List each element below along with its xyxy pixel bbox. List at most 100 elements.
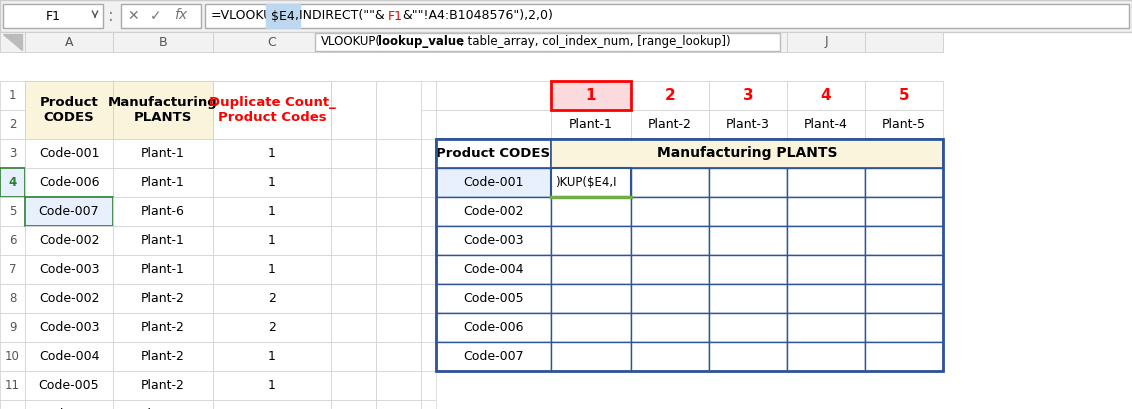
- Bar: [421, 197, 436, 226]
- Text: 2: 2: [664, 88, 676, 103]
- Text: ✕: ✕: [127, 9, 139, 23]
- Text: VLOOKUP(: VLOOKUP(: [321, 36, 381, 49]
- Bar: [551, 342, 631, 371]
- Bar: [376, 32, 421, 52]
- Bar: [376, 371, 421, 400]
- Text: Code-007: Code-007: [463, 350, 524, 363]
- Text: 4: 4: [8, 176, 17, 189]
- Text: Product
CODES: Product CODES: [40, 96, 98, 124]
- Text: 2: 2: [268, 292, 276, 305]
- Bar: [25, 139, 113, 168]
- Text: 11: 11: [5, 379, 20, 392]
- Text: 4: 4: [821, 88, 831, 103]
- Text: Code-005: Code-005: [463, 292, 524, 305]
- Bar: [865, 197, 943, 226]
- Bar: [376, 197, 421, 226]
- Text: 12: 12: [5, 408, 20, 409]
- Bar: [3, 4, 103, 28]
- Bar: [331, 284, 376, 313]
- Bar: [709, 255, 787, 284]
- Bar: [376, 81, 421, 139]
- Text: 2: 2: [268, 321, 276, 334]
- Bar: [421, 342, 436, 371]
- Bar: [631, 313, 709, 342]
- Bar: [113, 371, 213, 400]
- Text: B: B: [158, 36, 168, 49]
- Bar: [631, 168, 709, 197]
- Text: Duplicate Count_
Product Codes: Duplicate Count_ Product Codes: [208, 96, 335, 124]
- Bar: [25, 284, 113, 313]
- Bar: [709, 81, 787, 110]
- Bar: [113, 255, 213, 284]
- Bar: [787, 168, 865, 197]
- Bar: [0, 371, 25, 400]
- Text: Code-002: Code-002: [38, 292, 100, 305]
- Bar: [331, 32, 376, 52]
- Text: , table_array, col_index_num, [range_lookup]): , table_array, col_index_num, [range_loo…: [460, 36, 730, 49]
- Bar: [421, 371, 436, 400]
- Bar: [331, 139, 376, 168]
- Text: Plant-5: Plant-5: [882, 118, 926, 131]
- Text: Code-002: Code-002: [463, 205, 524, 218]
- Text: F1: F1: [388, 9, 403, 22]
- Text: :: :: [109, 7, 114, 25]
- Text: Plant-2: Plant-2: [142, 379, 185, 392]
- Bar: [0, 81, 25, 110]
- Bar: [213, 226, 331, 255]
- Text: 2: 2: [268, 408, 276, 409]
- Bar: [121, 4, 201, 28]
- Text: Code-003: Code-003: [463, 234, 524, 247]
- Bar: [551, 255, 631, 284]
- Bar: [113, 226, 213, 255]
- Text: Code-006: Code-006: [38, 176, 100, 189]
- Bar: [631, 197, 709, 226]
- Bar: [787, 197, 865, 226]
- Bar: [331, 197, 376, 226]
- Bar: [709, 168, 787, 197]
- Bar: [865, 284, 943, 313]
- Bar: [25, 342, 113, 371]
- Text: 5: 5: [899, 88, 909, 103]
- Bar: [213, 81, 331, 139]
- Bar: [436, 284, 551, 313]
- Text: 3: 3: [743, 88, 753, 103]
- Bar: [551, 197, 631, 226]
- Text: Code-004: Code-004: [463, 263, 524, 276]
- Text: )KUP($E4,I: )KUP($E4,I: [555, 176, 617, 189]
- Bar: [376, 313, 421, 342]
- Bar: [787, 32, 865, 52]
- Bar: [25, 81, 113, 139]
- Polygon shape: [3, 34, 22, 50]
- Bar: [436, 168, 551, 197]
- Text: C: C: [267, 36, 276, 49]
- Text: fx: fx: [174, 8, 188, 22]
- Bar: [421, 284, 436, 313]
- Bar: [213, 197, 331, 226]
- Bar: [709, 342, 787, 371]
- Bar: [709, 32, 787, 52]
- Bar: [421, 168, 436, 197]
- Bar: [0, 313, 25, 342]
- Bar: [631, 284, 709, 313]
- Bar: [631, 81, 709, 110]
- Text: 1: 1: [585, 88, 597, 103]
- Bar: [631, 255, 709, 284]
- Bar: [551, 139, 943, 168]
- Text: G: G: [586, 36, 595, 49]
- Text: Plant-1: Plant-1: [142, 176, 185, 189]
- Text: Plant-2: Plant-2: [142, 350, 185, 363]
- Bar: [25, 313, 113, 342]
- Text: Code-004: Code-004: [38, 350, 100, 363]
- Bar: [436, 313, 551, 342]
- Text: Plant-1: Plant-1: [142, 263, 185, 276]
- Bar: [709, 226, 787, 255]
- Bar: [865, 313, 943, 342]
- Bar: [631, 226, 709, 255]
- Text: Code-007: Code-007: [38, 205, 100, 218]
- Text: Code-001: Code-001: [38, 147, 100, 160]
- Bar: [376, 255, 421, 284]
- Bar: [421, 313, 436, 342]
- Bar: [213, 284, 331, 313]
- Bar: [0, 32, 25, 52]
- Bar: [25, 32, 113, 52]
